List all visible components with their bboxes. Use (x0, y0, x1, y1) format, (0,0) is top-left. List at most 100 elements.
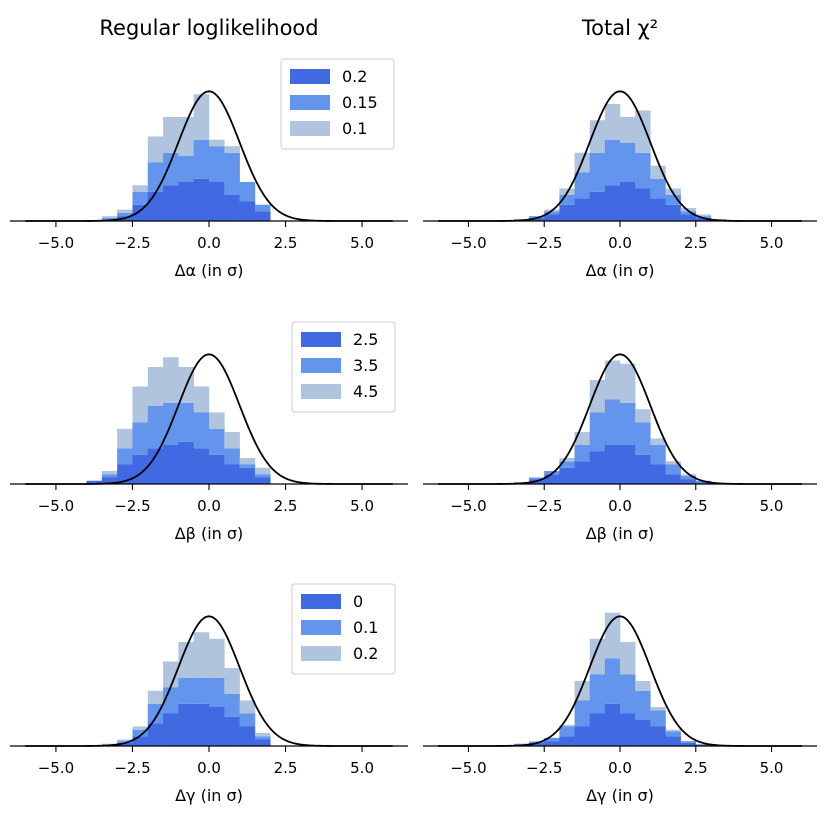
hist-bar-0.1-bin-1 (101, 216, 118, 218)
hist-bar-0.1-bin-6 (589, 120, 606, 153)
hist-bar-0.2-bin-2 (117, 739, 133, 742)
x-tick-label: 2.5 (684, 497, 708, 515)
hist-bar-2.5-bin-10 (239, 467, 256, 484)
legend-label-0: 0 (353, 592, 363, 611)
hist-bar-0.15-bin-8 (209, 146, 225, 182)
x-tick-label: 5.0 (760, 234, 784, 252)
hist-bar-4.5-bin-11 (665, 461, 681, 465)
x-tick-label: −2.5 (526, 497, 562, 515)
hist-bar-3.5-bin-7 (193, 412, 210, 449)
hist-bar-0.2-bin-4 (147, 191, 164, 221)
hist-bar-0.15-bin-10 (650, 178, 666, 199)
chart-panel-0-0: −5.0 −2.5 0.0 2.5 5.0 Δα (in σ) 0.2 0.15 0.1 (10, 58, 408, 280)
hist-bar-0.2-bin-8 (620, 642, 636, 675)
hist-bar-0.2-bin-6 (589, 638, 606, 675)
hist-bar-3.5-bin-9 (224, 448, 240, 465)
x-tick-label: 0.0 (608, 234, 632, 252)
x-tick-label: 2.5 (274, 759, 298, 777)
hist-bar-0.15-bin-9 (635, 152, 651, 189)
hist-bar-0.2-bin-8 (209, 638, 225, 678)
hist-bar-0.2-bin-6 (178, 642, 194, 678)
hist-bar-0.2-bin-9 (224, 195, 240, 221)
x-tick-label: 2.5 (274, 497, 298, 515)
hist-bar-0.1-bin-10 (650, 165, 666, 179)
hist-bar-0.2-bin-5 (163, 185, 179, 221)
hist-bar-0.2-bin-6 (589, 191, 606, 221)
hist-bar-2.5-bin-7 (604, 445, 621, 484)
x-axis-label: Δγ (in σ) (586, 786, 654, 805)
legend-label-0.1: 0.1 (342, 119, 367, 138)
x-tick-label: −2.5 (114, 234, 150, 252)
hist-bar-2.5-bin-11 (665, 474, 681, 484)
hist-bar-2.5-bin-5 (163, 445, 179, 484)
hist-bar-0.1-bin-7 (193, 677, 210, 704)
hist-bar-0.2-bin-1 (101, 743, 118, 745)
chart-panel-2-1: −5.0 −2.5 0.0 2.5 5.0 Δγ (in σ) (423, 612, 817, 805)
hist-bar-3.5-bin-11 (254, 474, 271, 478)
hist-bar-0-bin-5 (163, 713, 179, 746)
hist-bar-0-bin-12 (680, 742, 697, 746)
hist-bar-3.5-bin-2 (117, 448, 133, 465)
hist-bar-0.2-bin-11 (665, 204, 681, 221)
hist-bar-4.5-bin-3 (132, 386, 149, 423)
hist-bar-3.5-bin-4 (147, 406, 164, 449)
x-tick-label: 5.0 (350, 759, 374, 777)
hist-bar-0.15-bin-6 (589, 152, 606, 192)
hist-bar-0.1-bin-10 (239, 713, 256, 727)
hist-bar-0.1-bin-5 (574, 700, 590, 727)
hist-bar-0-bin-8 (620, 713, 636, 746)
hist-bar-0.15-bin-3 (544, 211, 560, 215)
hist-bar-0-bin-6 (178, 703, 194, 746)
hist-bar-0-bin-11 (254, 739, 271, 746)
x-tick-label: 5.0 (350, 497, 374, 515)
legend-swatch-2.5 (301, 332, 341, 347)
x-tick-label: 0.0 (197, 234, 221, 252)
legend-swatch-4.5 (301, 384, 341, 399)
hist-bar-0.1-bin-11 (665, 731, 681, 737)
hist-bar-0.15-bin-4 (559, 195, 575, 205)
hist-bar-4.5-bin-6 (589, 380, 606, 413)
hist-bar-4.5-bin-8 (209, 412, 225, 429)
hist-bar-0.1-bin-9 (635, 690, 651, 720)
hist-bar-0.2-bin-9 (635, 681, 651, 691)
hist-bar-0-bin-10 (650, 726, 666, 746)
hist-bar-0.15-bin-8 (620, 143, 636, 182)
hist-bar-2.5-bin-12 (680, 479, 697, 485)
x-axis-label: Δβ (in σ) (586, 524, 655, 543)
hist-bar-2.5-bin-3 (544, 474, 560, 484)
x-tick-label: −2.5 (114, 759, 150, 777)
x-tick-label: −5.0 (450, 759, 486, 777)
x-tick-label: 0.0 (608, 497, 632, 515)
hist-bar-0.15-bin-11 (254, 204, 271, 212)
x-axis-label: Δα (in σ) (175, 261, 244, 280)
x-tick-label: −2.5 (526, 759, 562, 777)
hist-bar-3.5-bin-8 (620, 402, 636, 445)
hist-bar-3.5-bin-7 (604, 399, 621, 445)
hist-bar-0.1-bin-11 (254, 736, 271, 740)
x-tick-label: −5.0 (450, 497, 486, 515)
hist-bar-0.2-bin-11 (665, 729, 681, 732)
hist-bar-0-bin-3 (544, 741, 560, 747)
hist-bar-0.1-bin-7 (193, 94, 210, 140)
hist-bar-0.1-bin-9 (635, 110, 651, 153)
hist-bar-0.2-bin-3 (132, 204, 149, 221)
hist-bar-2.5-bin-9 (224, 464, 240, 484)
hist-bar-0.15-bin-2 (529, 216, 545, 218)
hist-bar-2.5-bin-7 (193, 448, 210, 484)
x-tick-label: 0.0 (608, 759, 632, 777)
hist-bar-0.2-bin-3 (544, 214, 560, 221)
hist-bar-2.5-bin-1 (101, 477, 118, 484)
hist-bar-4.5-bin-7 (604, 360, 621, 400)
hist-bar-0.1-bin-7 (604, 104, 621, 140)
hist-bar-4.5-bin-7 (193, 386, 210, 413)
hist-bar-0.15-bin-5 (163, 152, 179, 186)
hist-bar-0.1-bin-6 (178, 677, 194, 704)
chart-panel-0-1: −5.0 −2.5 0.0 2.5 5.0 Δα (in σ) (423, 90, 817, 280)
hist-bar-4.5-bin-12 (680, 474, 697, 476)
hist-bar-0-bin-3 (132, 736, 149, 746)
hist-bar-4.5-bin-4 (147, 367, 164, 406)
hist-bar-3.5-bin-10 (239, 464, 256, 468)
hist-bar-3.5-bin-3 (132, 422, 149, 455)
x-tick-label: −5.0 (38, 759, 74, 777)
hist-bar-0.2-bin-8 (209, 182, 225, 221)
